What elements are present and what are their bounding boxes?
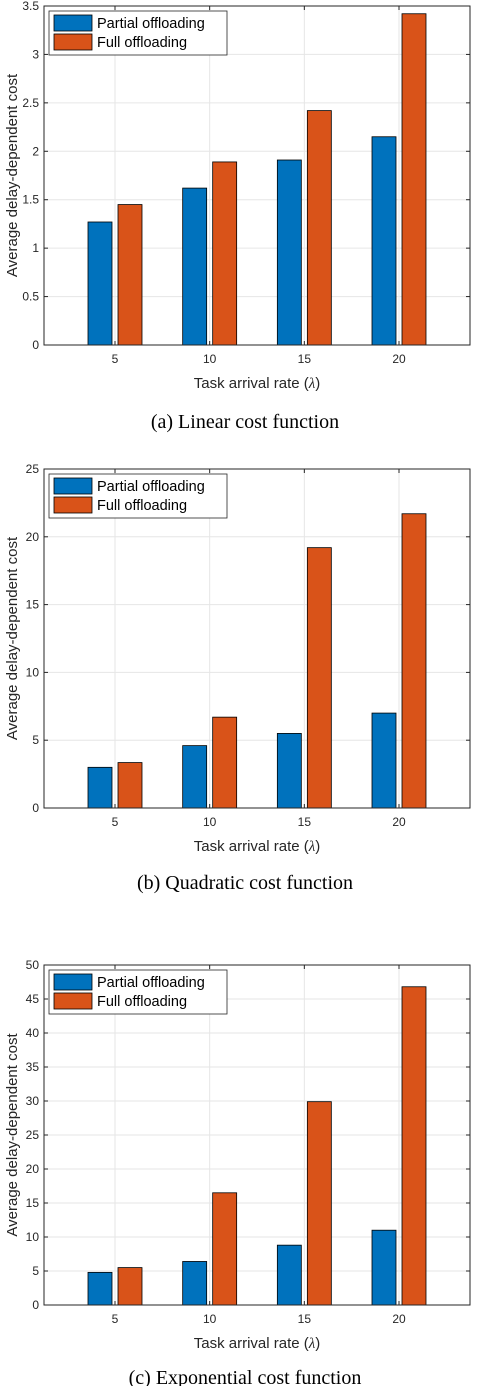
bar-full-5 — [117, 762, 143, 809]
x-axis-label: Task arrival rate (λ) — [194, 375, 321, 392]
y-tick-label: 30 — [26, 1094, 40, 1108]
y-tick-label: 0 — [32, 1298, 39, 1312]
x-tick-label: 5 — [112, 1312, 119, 1326]
x-axis-label-suffix: ) — [315, 1335, 320, 1352]
legend-label: Partial offloading — [97, 975, 205, 991]
x-tick-label: 20 — [392, 1312, 406, 1326]
legend-label: Full offloading — [97, 35, 187, 51]
legend-label: Partial offloading — [97, 16, 205, 32]
bar-partial-20 — [371, 712, 397, 809]
bar-partial-5 — [87, 221, 113, 346]
bar-partial-15 — [276, 733, 302, 809]
x-tick-label: 15 — [298, 352, 312, 366]
x-tick-label: 20 — [392, 815, 406, 829]
x-axis-label-text: Task arrival rate ( — [194, 838, 309, 855]
bar-partial-20 — [371, 136, 397, 346]
bar-partial-20 — [371, 1229, 397, 1306]
lambda-symbol: λ — [308, 839, 316, 855]
bar-full-15 — [306, 110, 332, 346]
x-tick-label: 5 — [112, 815, 119, 829]
legend-swatch-full — [53, 992, 93, 1010]
x-axis-label-text: Task arrival rate ( — [194, 1335, 309, 1352]
y-tick-label: 35 — [26, 1060, 40, 1074]
bar-partial-5 — [87, 1271, 113, 1306]
x-axis-label: Task arrival rate (λ) — [194, 1335, 321, 1352]
x-tick-label: 15 — [298, 1312, 312, 1326]
x-tick-label: 5 — [112, 352, 119, 366]
y-tick-label: 40 — [26, 1026, 40, 1040]
legend-swatch-partial — [53, 477, 93, 495]
x-axis-label-suffix: ) — [315, 375, 320, 392]
axes-box — [43, 5, 471, 346]
y-tick-label: 1 — [32, 241, 39, 255]
y-tick-label: 5 — [32, 1264, 39, 1278]
bar-full-10 — [212, 1192, 238, 1306]
x-axis-label-suffix: ) — [315, 838, 320, 855]
y-tick-label: 25 — [26, 462, 40, 476]
legend-swatch-full — [53, 496, 93, 514]
x-axis-label: Task arrival rate (λ) — [194, 838, 321, 855]
bar-full-15 — [306, 1101, 332, 1306]
bar-full-20 — [401, 13, 427, 346]
bar-full-20 — [401, 986, 427, 1306]
legend-label: Full offloading — [97, 994, 187, 1010]
chart-panel-2: 0 5 10 15 20 25 5 10 15 20 Task arrival rate (λ) Av… — [4, 462, 471, 894]
y-tick-label: 0 — [32, 338, 39, 352]
legend-label: Full offloading — [97, 498, 187, 514]
x-tick-label: 10 — [203, 1312, 217, 1326]
y-tick-label: 3 — [32, 47, 39, 61]
figure-caption: (b) Quadratic cost function — [137, 872, 353, 894]
bar-partial-15 — [276, 159, 302, 346]
bar-partial-15 — [276, 1244, 302, 1306]
y-tick-label: 3.5 — [22, 0, 39, 13]
y-tick-label: 0 — [32, 801, 39, 815]
y-tick-label: 10 — [26, 1230, 40, 1244]
y-tick-label: 10 — [26, 665, 40, 679]
y-axis-label: Average delay-dependent cost — [4, 73, 21, 277]
y-tick-label: 15 — [26, 598, 40, 612]
chart-panel-1: 0 0.5 1 1.5 2 2.5 3 3.5 5 10 15 20 Task arrival rate… — [4, 0, 471, 433]
bar-partial-10 — [182, 1261, 208, 1306]
x-tick-label: 20 — [392, 352, 406, 366]
y-tick-label: 50 — [26, 958, 40, 972]
bar-partial-5 — [87, 766, 113, 809]
lambda-symbol: λ — [308, 1336, 316, 1352]
y-tick-label: 25 — [26, 1128, 40, 1142]
y-tick-label: 1.5 — [22, 193, 39, 207]
bar-full-5 — [117, 1267, 143, 1306]
x-tick-label: 15 — [298, 815, 312, 829]
legend-label: Partial offloading — [97, 479, 205, 495]
y-tick-label: 20 — [26, 1162, 40, 1176]
bar-full-10 — [212, 161, 238, 346]
y-tick-label: 2 — [32, 144, 39, 158]
x-tick-label: 10 — [203, 352, 217, 366]
bar-partial-10 — [182, 187, 208, 346]
lambda-symbol: λ — [308, 376, 316, 392]
y-tick-label: 0.5 — [22, 290, 39, 304]
bar-partial-10 — [182, 745, 208, 809]
y-tick-label: 5 — [32, 733, 39, 747]
chart-panel-3: 0 5 10 15 20 25 30 35 40 45 50 5 10 15 20 Task arrival … — [4, 958, 471, 1386]
y-axis-label: Average delay-dependent cost — [4, 1033, 21, 1237]
bar-full-5 — [117, 204, 143, 346]
x-tick-label: 10 — [203, 815, 217, 829]
legend-swatch-full — [53, 33, 93, 51]
figure-caption: (c) Exponential cost function — [129, 1367, 362, 1386]
axes-box — [43, 468, 471, 809]
y-tick-label: 15 — [26, 1196, 40, 1210]
figure-caption: (a) Linear cost function — [151, 411, 339, 433]
y-tick-label: 20 — [26, 530, 40, 544]
legend-swatch-partial — [53, 14, 93, 32]
x-axis-label-text: Task arrival rate ( — [194, 375, 309, 392]
y-tick-label: 2.5 — [22, 96, 39, 110]
y-axis-label: Average delay-dependent cost — [4, 536, 21, 740]
y-tick-label: 45 — [26, 992, 40, 1006]
bar-full-10 — [212, 716, 238, 809]
legend-swatch-partial — [53, 973, 93, 991]
bar-full-20 — [401, 513, 427, 809]
bar-full-15 — [306, 547, 332, 809]
